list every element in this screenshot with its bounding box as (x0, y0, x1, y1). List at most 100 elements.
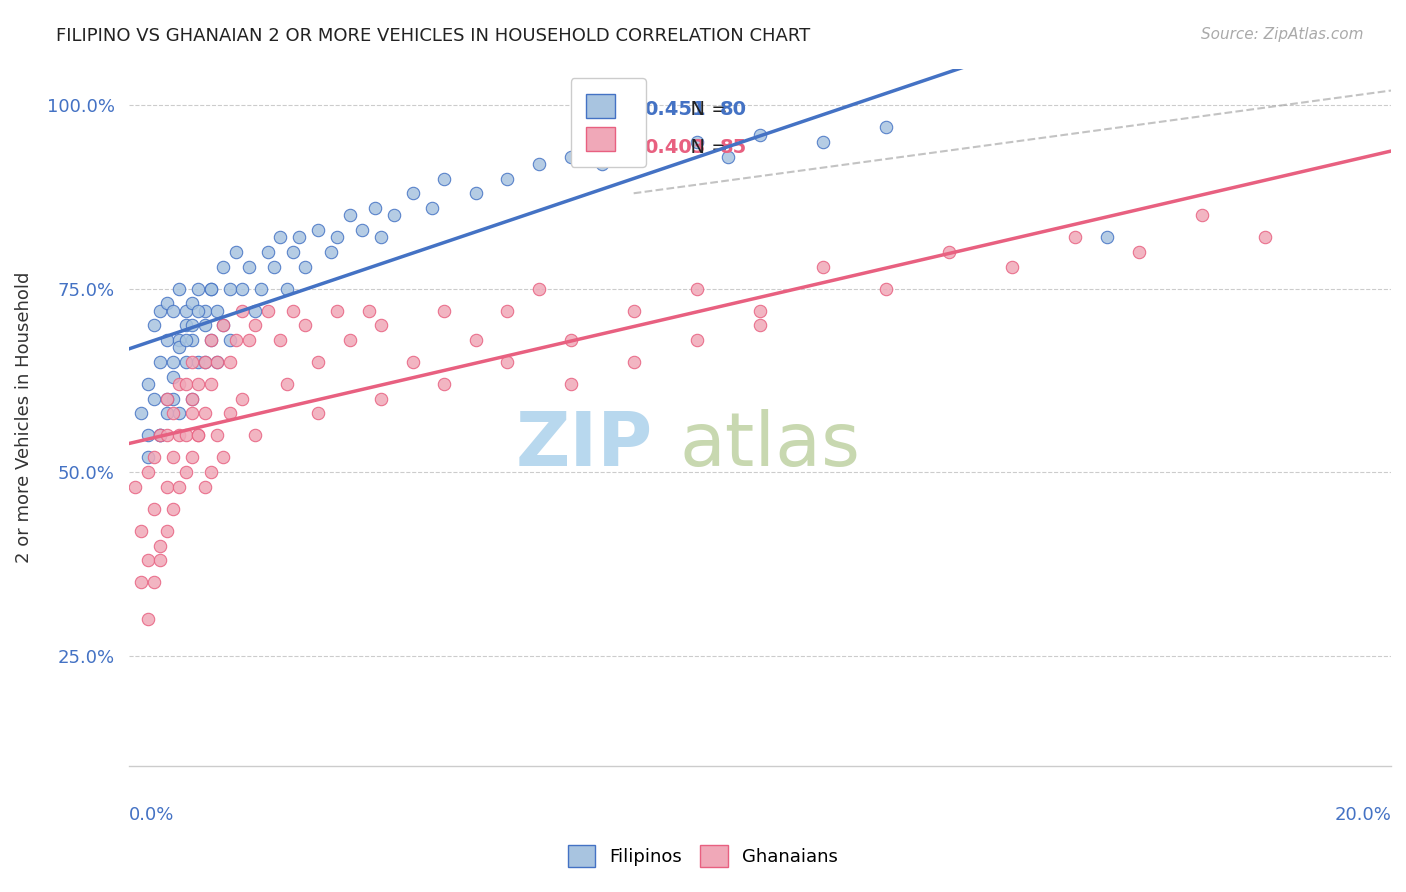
Point (180, 450, 202, 465)
Point (162, 407, 184, 421)
Point (225, 333, 247, 347)
Point (243, 303, 266, 318)
Point (326, 230, 349, 244)
Point (364, 201, 387, 215)
Point (218, 355, 240, 369)
Point (402, 186, 425, 201)
Point (156, 296, 179, 310)
Text: 20.0%: 20.0% (1334, 806, 1391, 824)
Point (169, 282, 191, 296)
Point (193, 355, 215, 369)
Point (1128, 245, 1150, 260)
Point (1191, 208, 1213, 222)
Point (174, 377, 197, 392)
Point (1001, 260, 1024, 274)
Point (938, 245, 960, 260)
Point (136, 612, 159, 626)
Point (269, 333, 291, 347)
Point (294, 260, 316, 274)
Point (143, 501, 166, 516)
Point (370, 230, 392, 244)
Point (174, 428, 197, 442)
Point (149, 428, 172, 442)
Point (686, 135, 709, 149)
Point (156, 524, 179, 538)
Point (131, 407, 153, 421)
Point (149, 355, 172, 369)
Point (875, 120, 897, 135)
Point (748, 303, 770, 318)
Point (352, 223, 374, 237)
Point (256, 303, 278, 318)
Point (180, 407, 202, 421)
Point (131, 575, 153, 590)
Point (276, 282, 298, 296)
Point (180, 296, 202, 310)
Point (250, 282, 273, 296)
Text: Source: ZipAtlas.com: Source: ZipAtlas.com (1201, 27, 1364, 42)
Point (169, 377, 191, 392)
Point (143, 318, 166, 333)
Point (180, 392, 202, 406)
Point (200, 333, 222, 347)
Text: 80: 80 (720, 100, 747, 119)
Point (288, 230, 311, 244)
Point (180, 333, 202, 347)
Point (124, 480, 146, 494)
Text: FILIPINO VS GHANAIAN 2 OR MORE VEHICLES IN HOUSEHOLD CORRELATION CHART: FILIPINO VS GHANAIAN 2 OR MORE VEHICLES … (56, 27, 810, 45)
Text: atlas: atlas (681, 409, 860, 482)
Point (193, 407, 215, 421)
Point (212, 318, 235, 333)
Text: 85: 85 (720, 138, 747, 157)
Point (169, 480, 191, 494)
Point (169, 428, 191, 442)
Point (193, 303, 215, 318)
Point (717, 150, 740, 164)
Point (136, 450, 159, 465)
Point (218, 333, 240, 347)
Point (187, 355, 209, 369)
Point (1064, 230, 1087, 244)
Point (319, 245, 342, 260)
Y-axis label: 2 or more Vehicles in Household: 2 or more Vehicles in Household (15, 271, 32, 563)
Point (205, 355, 228, 369)
Point (156, 392, 179, 406)
Point (174, 355, 197, 369)
Point (174, 333, 197, 347)
Point (294, 318, 316, 333)
Point (496, 171, 519, 186)
Point (225, 245, 247, 260)
Point (269, 230, 291, 244)
Point (162, 303, 184, 318)
Point (231, 282, 253, 296)
Point (218, 407, 240, 421)
Point (1254, 230, 1277, 244)
Text: R =: R = (602, 100, 644, 119)
Point (402, 355, 425, 369)
Point (238, 333, 260, 347)
Point (187, 428, 209, 442)
Point (200, 333, 222, 347)
Point (174, 303, 197, 318)
Point (276, 377, 298, 392)
Point (156, 333, 179, 347)
Point (187, 428, 209, 442)
Point (143, 392, 166, 406)
Point (136, 428, 159, 442)
Point (339, 333, 361, 347)
Text: 0.451: 0.451 (644, 100, 706, 119)
Text: ZIP: ZIP (516, 409, 652, 482)
Point (433, 171, 456, 186)
Point (156, 480, 179, 494)
Point (748, 128, 770, 142)
Point (149, 303, 172, 318)
Point (156, 392, 179, 406)
Point (875, 282, 897, 296)
Point (200, 282, 222, 296)
Point (591, 157, 613, 171)
Point (187, 303, 209, 318)
Point (1095, 230, 1118, 244)
Text: N =: N = (678, 138, 734, 157)
Text: 0.403: 0.403 (644, 138, 704, 157)
Point (420, 201, 443, 215)
